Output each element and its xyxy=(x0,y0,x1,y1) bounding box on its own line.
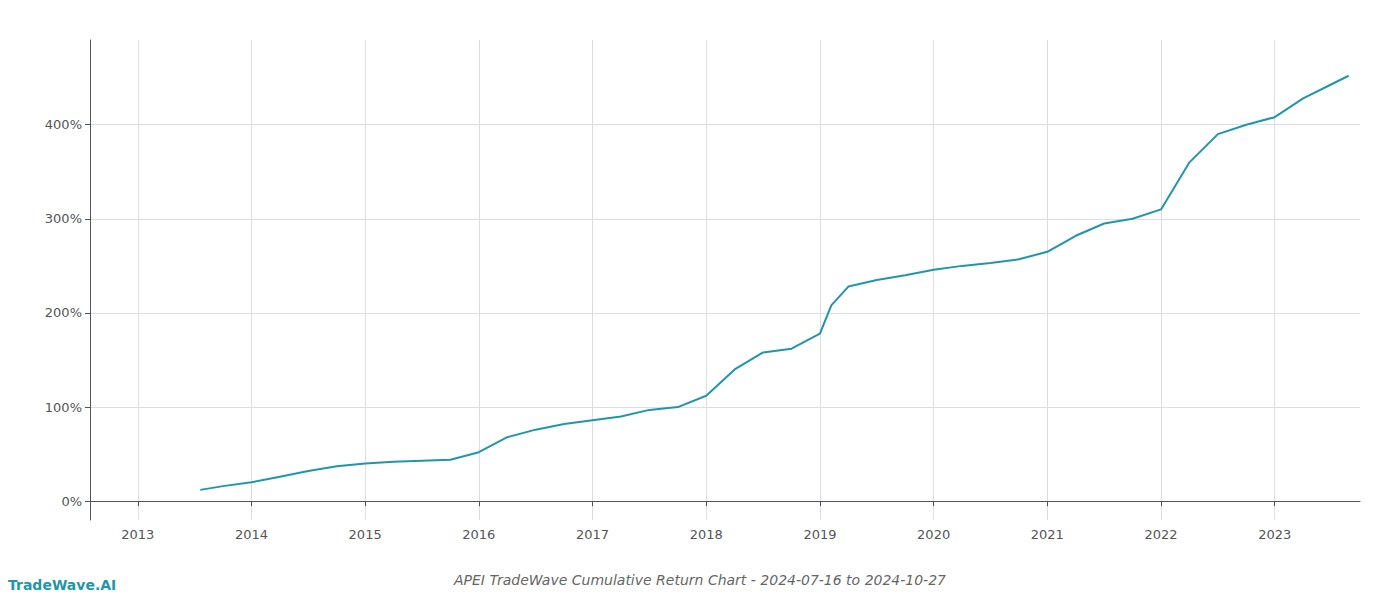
svg-text:100%: 100% xyxy=(45,400,82,415)
svg-text:2019: 2019 xyxy=(803,527,836,542)
svg-text:TradeWave.AI: TradeWave.AI xyxy=(8,577,116,593)
svg-text:2022: 2022 xyxy=(1144,527,1177,542)
svg-text:400%: 400% xyxy=(45,117,82,132)
svg-text:300%: 300% xyxy=(45,211,82,226)
svg-text:2015: 2015 xyxy=(349,527,382,542)
svg-text:2020: 2020 xyxy=(917,527,950,542)
svg-text:2018: 2018 xyxy=(690,527,723,542)
svg-text:2017: 2017 xyxy=(576,527,609,542)
svg-text:0%: 0% xyxy=(61,494,82,509)
svg-text:200%: 200% xyxy=(45,305,82,320)
svg-text:2023: 2023 xyxy=(1258,527,1291,542)
svg-text:2016: 2016 xyxy=(462,527,495,542)
svg-text:2013: 2013 xyxy=(121,527,154,542)
svg-text:2014: 2014 xyxy=(235,527,268,542)
svg-text:2021: 2021 xyxy=(1031,527,1064,542)
svg-text:APEI TradeWave Cumulative Retu: APEI TradeWave Cumulative Return Chart -… xyxy=(453,572,946,588)
